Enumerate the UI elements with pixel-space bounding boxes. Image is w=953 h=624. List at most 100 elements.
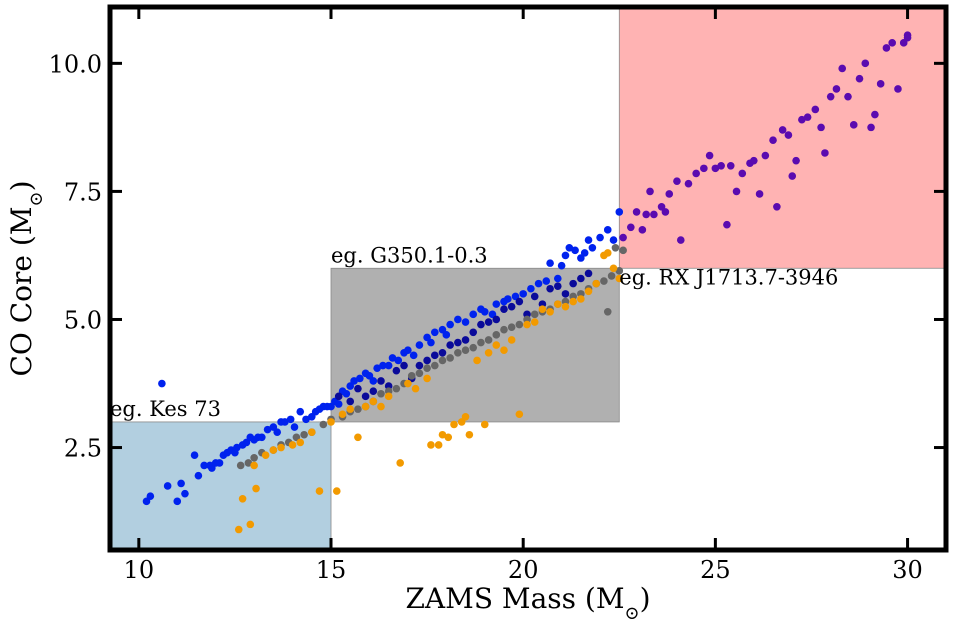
data-point-series-5: [894, 85, 902, 93]
data-point-series-1: [492, 300, 501, 308]
data-point-series-2: [346, 397, 355, 406]
region-label-2: eg. G350.1-0.3: [331, 243, 488, 267]
data-point-series-1: [596, 233, 604, 242]
data-point-series-4: [288, 441, 297, 449]
x-axis-title: ZAMS Mass (M⊙): [405, 582, 650, 624]
data-point-series-2: [438, 348, 447, 357]
data-point-series-1: [480, 307, 489, 316]
data-point-series-4: [592, 279, 601, 288]
data-point-series-3: [244, 459, 253, 467]
data-point-series-4: [307, 428, 316, 436]
x-tick-label: 10: [124, 556, 155, 584]
data-point-series-4: [384, 392, 393, 401]
data-point-series-1: [177, 479, 185, 488]
data-point-series-4: [269, 446, 278, 454]
points-layer: [142, 31, 912, 534]
data-point-series-3: [500, 325, 508, 334]
data-point-series-2: [484, 318, 493, 326]
data-point-series-4: [296, 438, 305, 447]
data-point-series-5: [838, 64, 847, 73]
data-point-series-2: [334, 392, 343, 401]
data-point-series-4: [238, 494, 247, 503]
data-point-series-1: [461, 318, 470, 326]
data-point-series-3: [484, 336, 493, 344]
data-point-series-5: [803, 113, 812, 121]
region-label-1: eg. Kes 73: [110, 397, 221, 421]
data-point-series-4: [277, 443, 285, 452]
data-point-series-4: [396, 459, 404, 467]
data-point-series-5: [876, 80, 885, 88]
x-tick-label: 15: [316, 556, 347, 584]
data-point-series-5: [750, 156, 758, 165]
data-point-series-4: [354, 433, 362, 442]
data-point-series-1: [588, 243, 597, 252]
data-point-series-2: [369, 387, 378, 395]
data-point-series-3: [319, 420, 328, 429]
data-point-series-1: [584, 236, 593, 244]
data-point-series-1: [173, 497, 182, 506]
ticks-layer: 10 15 20 25 30 2.5 5.0 7.5 10.0: [49, 7, 946, 584]
data-point-series-5: [778, 126, 787, 134]
data-point-series-2: [577, 274, 585, 283]
data-point-series-5: [844, 92, 852, 101]
data-point-series-5: [642, 210, 650, 219]
data-point-series-2: [500, 305, 508, 314]
data-point-series-1: [163, 482, 172, 490]
data-point-series-4: [530, 318, 539, 326]
data-point-series-2: [515, 297, 524, 306]
data-point-series-5: [888, 39, 896, 47]
data-point-series-5: [769, 136, 777, 144]
data-point-series-2: [446, 341, 454, 349]
data-point-series-4: [538, 305, 547, 314]
data-point-series-1: [565, 243, 574, 252]
data-point-series-2: [492, 315, 501, 324]
data-point-series-1: [542, 277, 551, 285]
data-point-series-5: [855, 74, 864, 83]
data-point-series-4: [546, 307, 554, 316]
data-point-series-1: [350, 377, 358, 385]
data-point-series-5: [811, 105, 820, 114]
data-point-series-1: [215, 459, 224, 467]
data-point-series-3: [477, 338, 485, 347]
data-point-series-1: [373, 364, 381, 372]
data-point-series-1: [190, 451, 199, 460]
data-point-series-4: [369, 397, 378, 406]
data-point-series-4: [261, 451, 270, 460]
data-point-series-3: [377, 389, 385, 398]
data-point-series-3: [236, 461, 245, 470]
data-point-series-5: [826, 92, 835, 101]
data-point-series-1: [194, 471, 203, 480]
data-point-series-5: [619, 233, 627, 242]
y-tick-label: 2.5: [64, 435, 102, 463]
data-point-series-2: [377, 377, 385, 385]
y-tick-label: 5.0: [64, 306, 102, 334]
data-point-series-1: [519, 290, 527, 298]
data-point-series-3: [423, 364, 431, 372]
data-point-series-1: [561, 251, 570, 260]
plot-frame: [107, 4, 949, 553]
data-point-series-1: [384, 361, 393, 370]
x-tick-label: 20: [508, 556, 539, 584]
data-point-series-3: [615, 267, 624, 275]
data-point-series-4: [507, 336, 516, 344]
data-point-series-4: [609, 264, 618, 273]
data-point-series-3: [392, 384, 401, 393]
data-point-series-5: [849, 121, 858, 129]
data-point-series-2: [546, 284, 554, 293]
data-point-series-2: [530, 292, 539, 301]
data-point-series-5: [723, 220, 731, 229]
data-point-series-5: [773, 202, 781, 211]
data-point-series-1: [258, 433, 266, 442]
data-point-series-5: [755, 190, 764, 198]
data-point-series-1: [427, 338, 435, 347]
data-point-series-1: [404, 346, 412, 355]
data-point-series-5: [867, 123, 875, 132]
data-point-series-4: [438, 430, 447, 439]
x-tick-label: 30: [892, 556, 923, 584]
data-point-series-3: [619, 246, 627, 255]
data-point-series-1: [446, 320, 454, 329]
data-point-series-4: [603, 249, 612, 257]
data-point-series-3: [603, 307, 612, 316]
data-point-series-3: [507, 323, 516, 331]
data-point-series-5: [632, 208, 641, 216]
